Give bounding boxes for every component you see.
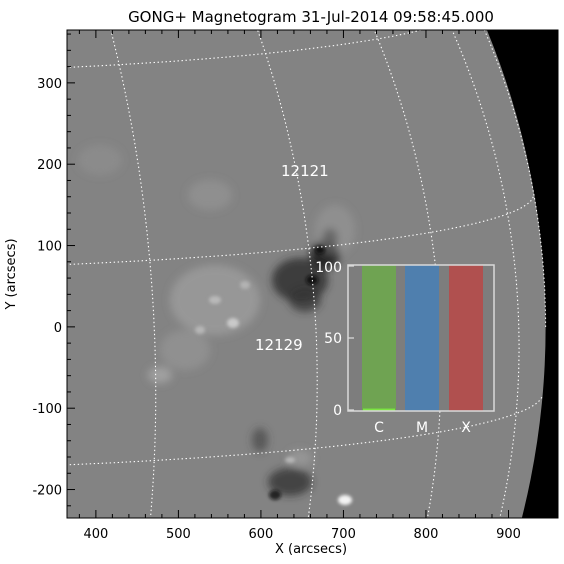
inset-category-c: C bbox=[374, 420, 384, 436]
grid-parallel bbox=[67, 394, 544, 466]
magnetic-features-detail bbox=[195, 246, 352, 505]
x-axis-label: X (arcsecs) bbox=[275, 542, 347, 557]
inset-bar-value-c bbox=[363, 408, 395, 411]
inset-category-x: X bbox=[461, 420, 471, 436]
y-axis-label: Y (arcsecs) bbox=[4, 238, 19, 310]
region-label-12129: 12129 bbox=[255, 336, 303, 354]
x-tick-label: 500 bbox=[166, 527, 191, 542]
y-tick-label: -100 bbox=[32, 402, 62, 417]
grid-meridian bbox=[110, 30, 157, 518]
x-tick-label: 600 bbox=[249, 527, 274, 542]
inset-ytick-50: 50 bbox=[324, 331, 342, 347]
y-tick-label: 300 bbox=[37, 77, 62, 92]
chart-title: GONG+ Magnetogram 31-Jul-2014 09:58:45.0… bbox=[128, 8, 494, 26]
grid-meridian bbox=[256, 30, 318, 518]
inset-bar-bg-m bbox=[405, 265, 439, 411]
inset-category-m: M bbox=[416, 420, 428, 436]
region-label-12121: 12121 bbox=[281, 162, 329, 180]
flare-probability-inset: 100 50 0 C M X bbox=[315, 260, 495, 436]
x-tick-label: 800 bbox=[414, 527, 439, 542]
inset-ytick-100: 100 bbox=[315, 260, 342, 276]
y-tick-label: 100 bbox=[37, 240, 62, 255]
inset-ytick-0: 0 bbox=[333, 403, 342, 419]
inset-bar-bg-c bbox=[362, 265, 396, 411]
x-tick-label: 700 bbox=[331, 527, 356, 542]
plot-frame bbox=[66, 29, 559, 519]
y-tick-label: 0 bbox=[54, 321, 62, 336]
y-tick-label: -200 bbox=[32, 484, 62, 499]
y-tick-label: 200 bbox=[37, 158, 62, 173]
x-tick-label: 400 bbox=[83, 527, 108, 542]
inset-bar-bg-x bbox=[449, 265, 483, 411]
x-tick-label: 900 bbox=[496, 527, 521, 542]
